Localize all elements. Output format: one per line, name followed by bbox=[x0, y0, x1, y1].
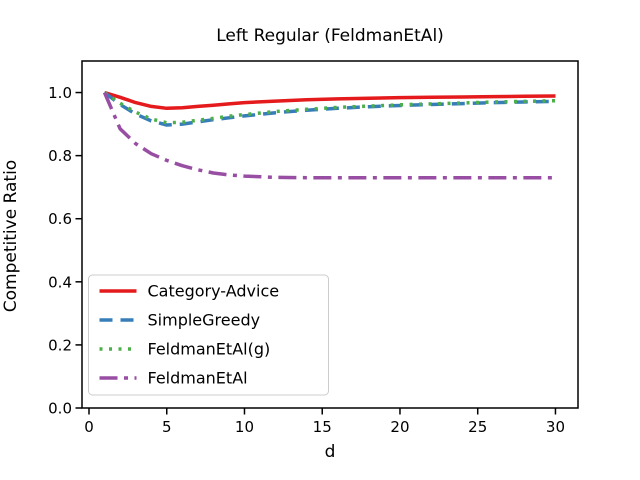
x-tick-label: 15 bbox=[313, 418, 332, 436]
x-tick-label: 0 bbox=[84, 418, 94, 436]
x-tick-label: 10 bbox=[235, 418, 254, 436]
y-tick-label: 0.2 bbox=[48, 336, 72, 354]
legend-label: FeldmanEtAl bbox=[148, 369, 248, 388]
axes-frame bbox=[81, 60, 579, 409]
y-tick-label: 1.0 bbox=[48, 84, 72, 102]
legend-label: Category-Advice bbox=[148, 282, 280, 301]
y-tick-label: 0.0 bbox=[48, 400, 72, 418]
legend-label: FeldmanEtAl(g) bbox=[148, 340, 271, 359]
y-tick-label: 0.8 bbox=[48, 147, 72, 165]
x-tick-label: 5 bbox=[162, 418, 172, 436]
y-tick-label: 0.4 bbox=[48, 273, 72, 291]
y-tick-label: 0.6 bbox=[48, 210, 72, 228]
x-axis-label: d bbox=[324, 442, 336, 462]
legend-box bbox=[88, 274, 329, 396]
series-line-feldmanetal bbox=[102, 91, 556, 180]
chart-title: Left Regular (FeldmanEtAl) bbox=[216, 26, 444, 46]
x-tick-label: 30 bbox=[546, 418, 565, 436]
x-tick-label: 20 bbox=[390, 418, 409, 436]
series-line-feldmanetal-g- bbox=[103, 91, 556, 125]
x-tick-label: 25 bbox=[468, 418, 487, 436]
series-line-simplegreedy bbox=[103, 91, 556, 127]
series-line-category-advice bbox=[103, 90, 556, 111]
legend-label: SimpleGreedy bbox=[148, 311, 261, 330]
